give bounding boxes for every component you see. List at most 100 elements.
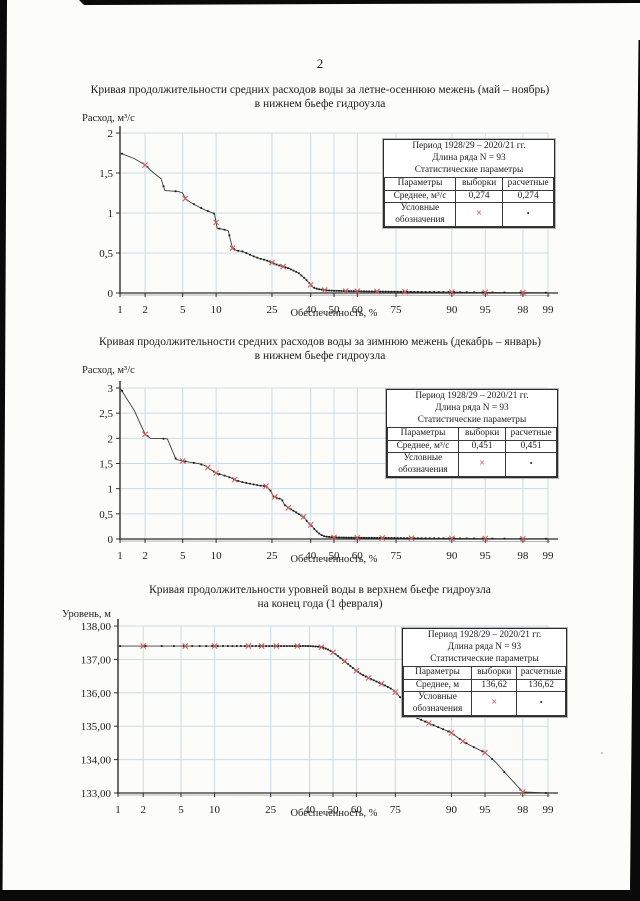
sample-cross-marker	[342, 288, 349, 295]
chart1-legend-box: Период 1928/29 – 2020/21 гг. Длина ряда …	[383, 139, 555, 228]
data-point-dot	[328, 536, 330, 538]
data-point-dot	[174, 190, 177, 193]
x-tick-label: 90	[446, 304, 458, 316]
data-point-dot	[263, 485, 265, 487]
data-point-dot	[396, 537, 399, 539]
y-tick-label: 1	[108, 208, 114, 220]
dot-marker-icon: •	[539, 698, 543, 708]
data-point-dot	[309, 645, 312, 648]
data-point-dot	[447, 291, 450, 294]
chart2-title-line1: Кривая продолжительности средних расходо…	[98, 336, 541, 348]
data-point-dot	[420, 291, 423, 293]
data-point-dot	[212, 212, 215, 215]
data-point-dot	[162, 437, 165, 440]
sample-cross-marker	[182, 195, 189, 202]
sample-cross-marker	[300, 513, 307, 520]
data-point-dot	[226, 645, 229, 647]
legend-calc-marker: •	[505, 452, 557, 477]
y-tick-label: 1	[108, 484, 114, 496]
data-point-dot	[413, 537, 416, 540]
data-point-dot	[491, 758, 494, 760]
sample-cross-marker	[229, 245, 236, 252]
sample-cross-marker	[354, 534, 361, 541]
data-point-dot	[174, 457, 177, 460]
data-point-dot	[346, 662, 349, 665]
data-point-dot	[345, 536, 348, 539]
legend-sample-marker: ×	[471, 691, 518, 716]
x-axis-shadow	[117, 794, 551, 796]
data-point-dot	[284, 266, 287, 269]
data-point-dot	[251, 645, 254, 647]
data-point-dot	[272, 262, 275, 265]
data-point-dot	[245, 252, 248, 254]
data-point-dot	[458, 738, 461, 740]
data-point-dot	[355, 536, 358, 539]
x-axis-shadow	[119, 540, 551, 542]
data-point-dot	[325, 289, 328, 292]
sample-cross-marker	[331, 534, 337, 541]
data-point-dot	[338, 289, 340, 292]
legend-mean-calc: 0,274	[502, 189, 554, 203]
data-point-dot	[378, 681, 381, 684]
data-point-dot	[481, 537, 484, 540]
chart1-title-line2: в нижнем бьефе гидроузла	[254, 98, 386, 110]
legend-symbols-label: Условные обозначения	[384, 202, 456, 227]
x-tick-label: 60	[352, 304, 364, 316]
data-point-dot	[240, 645, 242, 647]
data-point-dot	[249, 253, 251, 256]
x-tick-label: 60	[352, 550, 364, 562]
x-tick-label: 95	[480, 804, 492, 816]
y-tick-label: 138,00	[81, 621, 112, 633]
data-point-dot	[228, 476, 231, 479]
data-point-dot	[359, 672, 362, 675]
sample-cross-marker	[307, 281, 314, 288]
data-point-dot	[243, 645, 246, 647]
data-point-dot	[269, 489, 272, 492]
data-point-dot	[372, 679, 375, 682]
chart2-title-line2: в нижнем бьефе гидроузла	[254, 350, 386, 362]
legend-mean-calc: 136,62	[516, 678, 566, 692]
data-point-dot	[349, 665, 352, 667]
data-point-dot	[403, 290, 405, 293]
data-point-dot	[544, 537, 547, 540]
legend-series-length: Длина ряда N = 93	[435, 403, 509, 413]
y-tick-label: 0,5	[99, 509, 113, 521]
x-tick-label: 95	[480, 304, 492, 316]
x-tick-label: 2	[142, 304, 148, 316]
data-point-dot	[544, 792, 547, 794]
legend-col-sample: выборки	[471, 666, 518, 680]
chart3-legend-box: Период 1928/29 – 2020/21 гг. Длина ряда …	[402, 628, 567, 717]
data-point-dot	[121, 152, 124, 155]
x-tick-label: 98	[517, 804, 529, 816]
sample-cross-marker	[378, 680, 385, 687]
data-point-dot	[289, 268, 292, 271]
data-point-dot	[223, 228, 226, 231]
data-point-dot	[386, 686, 389, 688]
data-point-dot	[519, 291, 522, 294]
sample-cross-marker	[263, 483, 270, 490]
data-point-dot	[297, 513, 300, 515]
sample-cross-marker	[273, 643, 280, 650]
data-point-dot	[160, 645, 163, 647]
legend-symbols-label-2: обозначения	[395, 214, 445, 225]
y-tick-label: 134,00	[81, 755, 112, 767]
data-point-dot	[192, 203, 195, 206]
data-point-dot	[313, 528, 316, 530]
data-point-dot	[544, 291, 547, 294]
data-point-dot	[205, 645, 208, 647]
data-point-dot	[416, 717, 419, 719]
data-point-dot	[433, 291, 435, 293]
sample-cross-marker	[519, 289, 526, 296]
data-point-dot	[119, 645, 122, 647]
data-point-dot	[269, 261, 272, 263]
sample-cross-marker	[448, 535, 455, 542]
data-point-dot	[295, 511, 298, 514]
data-point-dot	[373, 536, 376, 539]
legend-col-sample: выборки	[457, 427, 507, 441]
data-point-dot	[287, 267, 289, 269]
x-tick-label: 1	[115, 804, 121, 816]
x-tick-label: 75	[390, 804, 402, 816]
data-point-dot	[256, 256, 259, 259]
sample-cross-marker	[213, 219, 220, 226]
data-point-dot	[275, 496, 278, 499]
